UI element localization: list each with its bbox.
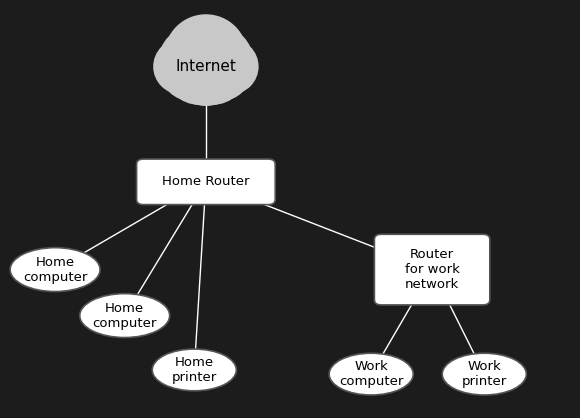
FancyBboxPatch shape [137, 159, 275, 205]
Text: Work
computer: Work computer [339, 360, 403, 388]
Text: Home
computer: Home computer [93, 302, 157, 329]
Ellipse shape [164, 35, 234, 105]
Text: Home
printer: Home printer [172, 356, 217, 384]
Ellipse shape [203, 39, 259, 94]
Text: Work
printer: Work printer [462, 360, 507, 388]
Ellipse shape [152, 349, 237, 391]
Ellipse shape [168, 31, 244, 106]
Text: Home Router: Home Router [162, 175, 249, 189]
Text: Router
for work
network: Router for work network [405, 248, 459, 291]
FancyBboxPatch shape [375, 234, 490, 305]
Ellipse shape [178, 35, 248, 105]
Ellipse shape [10, 247, 100, 292]
Ellipse shape [164, 14, 248, 98]
Ellipse shape [442, 353, 526, 395]
Ellipse shape [80, 293, 169, 338]
Text: Home
computer: Home computer [23, 256, 87, 283]
Ellipse shape [193, 43, 251, 101]
Ellipse shape [159, 27, 226, 94]
Ellipse shape [186, 27, 253, 94]
Ellipse shape [161, 43, 219, 101]
Ellipse shape [329, 353, 413, 395]
Ellipse shape [153, 39, 209, 94]
Text: Internet: Internet [176, 59, 236, 74]
